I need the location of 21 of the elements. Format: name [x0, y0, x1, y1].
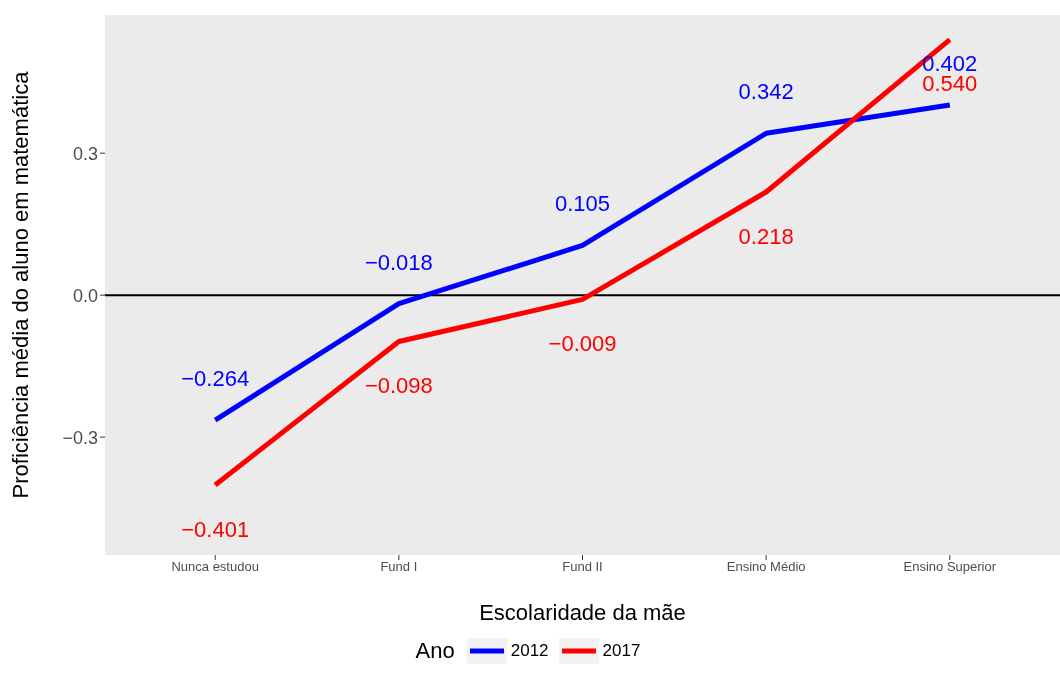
y-tick-label: 0.0: [72, 285, 98, 306]
data-label: −0.264: [181, 365, 250, 391]
y-tick-label: 0.3: [72, 143, 98, 164]
x-tick-label: Ensino Médio: [726, 559, 806, 575]
data-label: −0.018: [364, 249, 433, 275]
y-tick-label: −0.3: [62, 427, 98, 448]
data-label: 0.342: [738, 79, 794, 105]
y-axis-title: Proficiência média do aluno em matemática: [7, 70, 33, 499]
data-label: 0.105: [554, 191, 611, 217]
legend-title: Ano: [415, 638, 455, 664]
x-axis-title: Escolaridade da mãe: [479, 600, 686, 625]
data-label: −0.098: [364, 373, 433, 399]
legend-label: 2017: [602, 641, 641, 661]
data-label: −0.401: [181, 516, 250, 542]
data-label: 0.218: [738, 223, 794, 249]
x-tick-label: Fund I: [380, 559, 418, 575]
legend-label: 2012: [510, 641, 549, 661]
x-tick-label: Nunca estudou: [171, 559, 259, 575]
x-tick-label: Fund II: [562, 559, 603, 575]
data-label: −0.009: [548, 331, 617, 357]
x-tick-label: Ensino Superior: [903, 559, 997, 575]
